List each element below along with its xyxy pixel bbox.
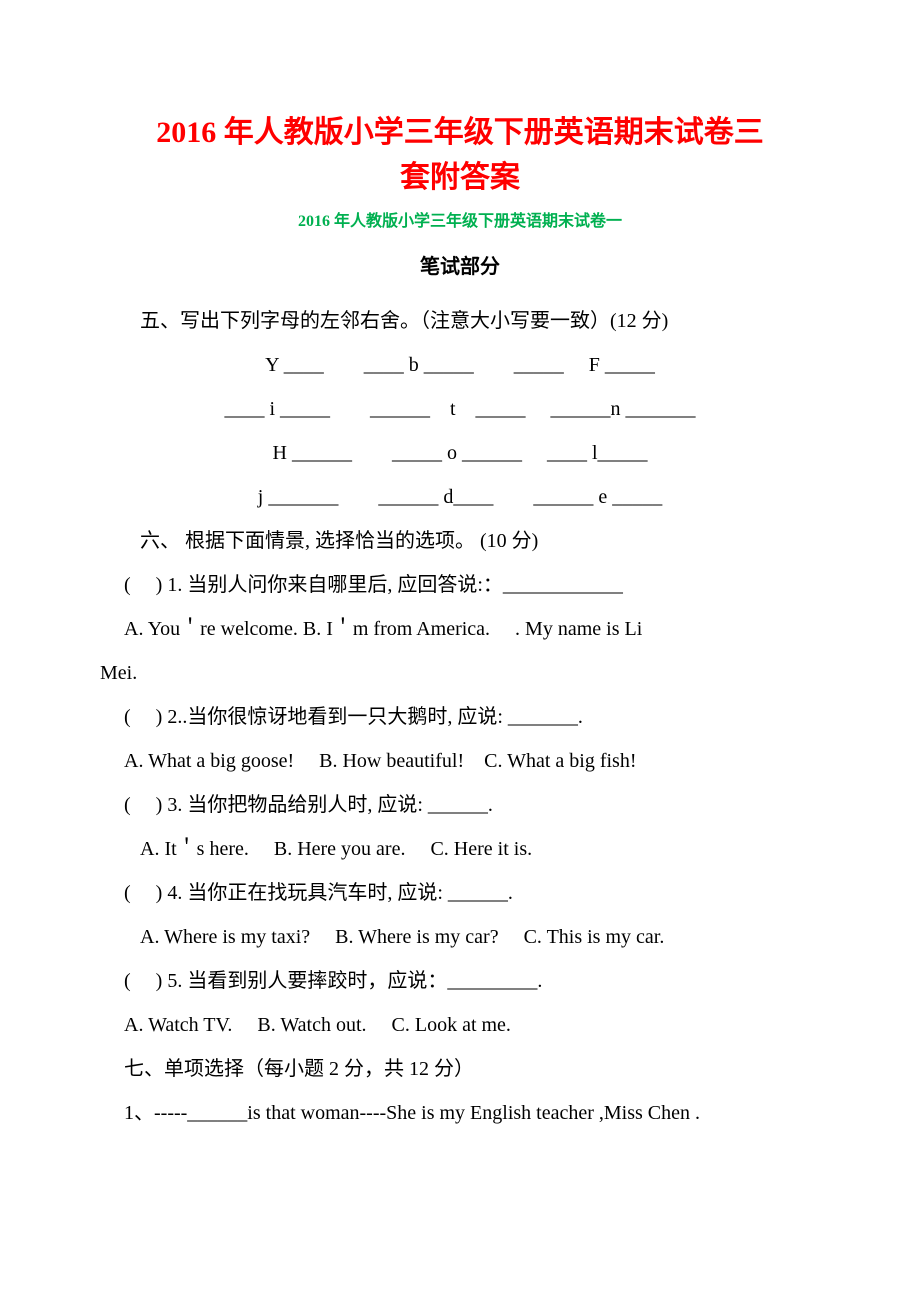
section7-heading: 七、单项选择（每小题 2 分，共 12 分）: [100, 1047, 820, 1091]
q6-1-prompt: ( ) 1. 当别人问你来自哪里后, 应回答说:：____________: [100, 563, 820, 607]
q6-2-options: A. What a big goose! B. How beautiful! C…: [100, 739, 820, 783]
subtitle: 2016 年人教版小学三年级下册英语期末试卷一: [100, 204, 820, 239]
q7-1: 1、-----______is that woman----She is my …: [100, 1091, 820, 1135]
exam-page: 2016 年人教版小学三年级下册英语期末试卷三 套附答案 2016 年人教版小学…: [0, 0, 920, 1195]
title-line2: 套附答案: [400, 161, 520, 194]
q6-3-options: A. It＇s here. B. Here you are. C. Here i…: [100, 827, 820, 871]
section5-heading: 五、写出下列字母的左邻右舍。（注意大小写要一致）(12 分): [100, 299, 820, 343]
title-line1: 2016 年人教版小学三年级下册英语期末试卷三: [156, 116, 764, 149]
q6-1-options: A. You＇re welcome. B. I＇m from America. …: [100, 607, 820, 651]
q6-4-options: A. Where is my taxi? B. Where is my car?…: [100, 915, 820, 959]
q6-3-prompt: ( ) 3. 当你把物品给别人时, 应说: ______.: [100, 783, 820, 827]
letters-row-3: H ______ _____ o ______ ____ l_____: [100, 431, 820, 475]
q6-2-prompt: ( ) 2..当你很惊讶地看到一只大鹅时, 应说: _______.: [100, 695, 820, 739]
q6-4-prompt: ( ) 4. 当你正在找玩具汽车时, 应说: ______.: [100, 871, 820, 915]
q6-1-options-cont: Mei.: [100, 651, 820, 695]
letters-row-2: ____ i _____ ______ t _____ ______n ____…: [100, 387, 820, 431]
written-section-label: 笔试部分: [100, 245, 820, 289]
letters-row-1: Y ____ ____ b _____ _____ F _____: [100, 343, 820, 387]
q6-5-prompt: ( ) 5. 当看到别人要摔跤时，应说：_________.: [100, 959, 820, 1003]
section6-heading: 六、 根据下面情景, 选择恰当的选项。 (10 分): [100, 519, 820, 563]
main-title: 2016 年人教版小学三年级下册英语期末试卷三 套附答案: [100, 110, 820, 200]
letters-row-4: j _______ ______ d____ ______ e _____: [100, 475, 820, 519]
q6-5-options: A. Watch TV. B. Watch out. C. Look at me…: [100, 1003, 820, 1047]
